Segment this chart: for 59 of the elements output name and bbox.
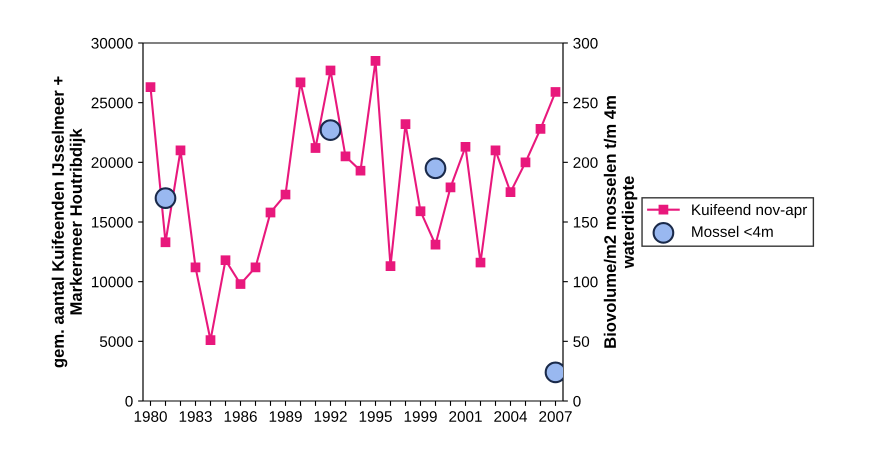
point <box>236 279 246 289</box>
point <box>160 237 170 248</box>
y2-tick-label: 50 <box>573 336 590 348</box>
x-tick-label: 1995 <box>360 411 392 422</box>
point <box>320 119 342 141</box>
point <box>400 119 410 130</box>
y-tick-label: 25000 <box>92 98 133 108</box>
point <box>416 206 426 216</box>
y-tick-label: 15000 <box>92 216 133 228</box>
legend-label: Kuifeend nov-apr <box>692 204 808 218</box>
x-tick-label: 2007 <box>539 411 572 422</box>
point <box>446 182 456 192</box>
y-tick-label: 20000 <box>92 157 133 168</box>
point <box>550 87 560 97</box>
point <box>424 157 446 180</box>
x-tick-label: 1980 <box>134 411 167 422</box>
x-tick-label: 1986 <box>224 411 257 422</box>
y2-tick-label: 0 <box>573 396 581 407</box>
point <box>266 208 276 218</box>
y2-tick-label: 250 <box>573 98 598 108</box>
x-tick-label: 2004 <box>494 411 528 422</box>
point <box>460 142 470 152</box>
y2-tick-label: 200 <box>573 157 598 168</box>
y2-tick-label: 100 <box>574 276 598 288</box>
point <box>386 261 396 272</box>
point <box>220 255 230 266</box>
point <box>476 258 486 268</box>
point <box>506 187 516 198</box>
point <box>340 152 350 162</box>
point <box>206 335 216 345</box>
point <box>250 262 260 272</box>
x-tick-label: 1983 <box>180 411 212 422</box>
point <box>536 124 546 134</box>
x-tick-label: 1999 <box>404 411 437 422</box>
y-tick-label: 5000 <box>100 336 133 348</box>
y2-tick-label: 300 <box>573 38 598 49</box>
point <box>190 262 200 272</box>
y-tick-label: 10000 <box>92 276 133 288</box>
point <box>326 66 336 76</box>
point <box>296 78 306 88</box>
y-tick-label: 0 <box>125 396 133 407</box>
point <box>280 190 290 200</box>
point <box>370 56 380 66</box>
point <box>310 143 320 153</box>
x-tick-label: 1989 <box>270 411 302 422</box>
x-tick-label: 2001 <box>449 411 482 422</box>
point <box>154 187 176 209</box>
point <box>356 166 366 176</box>
point <box>146 82 156 92</box>
point <box>520 157 530 168</box>
y-axis-title: gem. aantal Kuifeenden IJsselmeer + Markermeer Houtribdijk <box>52 76 86 368</box>
y-tick-label: 30000 <box>91 38 133 49</box>
y2-tick-label: 150 <box>574 216 598 228</box>
point <box>430 240 440 250</box>
point <box>176 146 186 156</box>
legend-label: Mossel <4m <box>692 226 773 238</box>
point <box>490 146 500 156</box>
x-tick-label: 1992 <box>314 411 347 422</box>
y2-axis-title: Biovolume/m2 mosselen t/m 4m waterdiepte <box>604 96 638 348</box>
